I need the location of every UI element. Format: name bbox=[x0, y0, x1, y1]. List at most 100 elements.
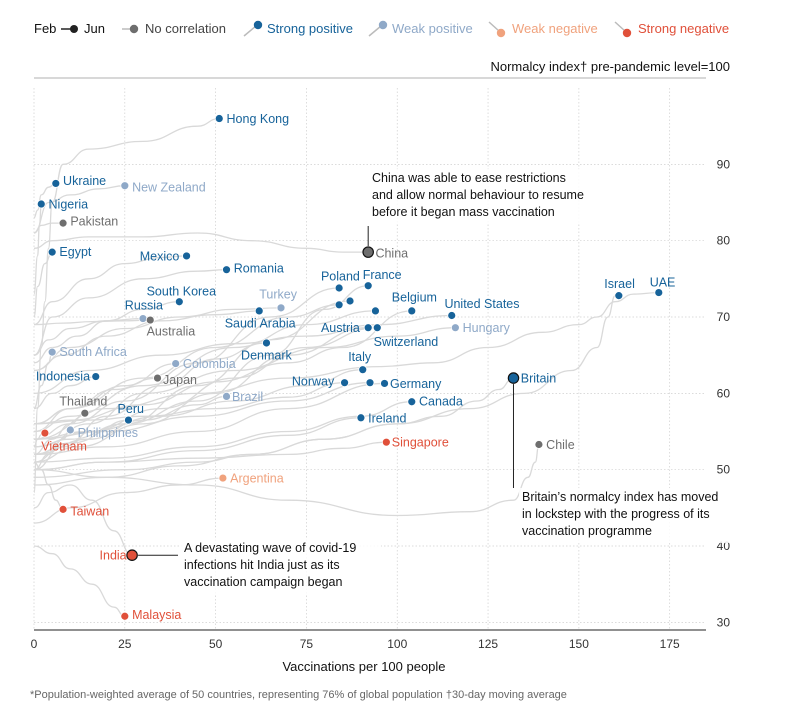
label-brazil: Brazil bbox=[232, 390, 263, 404]
x-tick-label: 0 bbox=[31, 637, 38, 651]
label-india: India bbox=[100, 549, 127, 563]
annotation-line: Britain’s normalcy index has moved bbox=[522, 490, 718, 504]
country-trail bbox=[33, 429, 71, 471]
legend-swatch-line bbox=[488, 21, 500, 32]
y-tick-label: 30 bbox=[717, 615, 731, 629]
point-ukraine bbox=[51, 179, 61, 188]
annotation-line: China was able to ease restrictions bbox=[372, 171, 566, 185]
label-new-zealand: New Zealand bbox=[132, 181, 206, 195]
point-singapore bbox=[381, 437, 391, 447]
country-trail bbox=[33, 285, 369, 448]
annotation-line: vaccination campaign began bbox=[184, 575, 342, 589]
chart-title: Normalcy index† pre-pandemic level=100 bbox=[490, 59, 730, 74]
country-trail bbox=[33, 255, 187, 326]
point-chile bbox=[534, 440, 544, 449]
label-chile: Chile bbox=[546, 438, 575, 452]
country-trail bbox=[33, 327, 456, 456]
legend-item-label: Weak positive bbox=[392, 21, 473, 36]
legend-swatch-dot bbox=[622, 28, 632, 38]
legend-jun-label: Jun bbox=[84, 21, 105, 36]
y-tick-label: 50 bbox=[717, 463, 731, 477]
label-peru: Peru bbox=[118, 402, 144, 416]
country-trail bbox=[33, 310, 376, 433]
country-trail bbox=[33, 377, 158, 425]
point-britain bbox=[507, 372, 520, 384]
point-germany bbox=[365, 378, 375, 388]
point-turkey bbox=[276, 303, 286, 313]
point-argentina bbox=[218, 473, 228, 483]
point-russia bbox=[138, 314, 148, 323]
label-hong-kong: Hong Kong bbox=[227, 112, 290, 126]
label-mexico: Mexico bbox=[140, 249, 180, 263]
point-pakistan bbox=[58, 218, 68, 228]
x-axis-label: Vaccinations per 100 people bbox=[282, 659, 445, 674]
y-tick-label: 80 bbox=[717, 234, 731, 248]
point-india bbox=[126, 549, 138, 561]
country-trail bbox=[33, 182, 56, 219]
point-poland bbox=[334, 283, 344, 293]
point-hungary bbox=[450, 323, 460, 333]
x-tick-label: 100 bbox=[387, 637, 407, 651]
country-trail bbox=[33, 222, 64, 234]
country-trail bbox=[33, 441, 387, 471]
country-trail bbox=[33, 461, 64, 511]
label-france: France bbox=[363, 268, 402, 282]
point-malaysia bbox=[120, 611, 130, 621]
annotation-line: infections hit India just as its bbox=[184, 558, 340, 572]
label-colombia: Colombia bbox=[183, 357, 236, 371]
label-norway: Norway bbox=[292, 375, 335, 389]
points bbox=[36, 114, 664, 621]
label-china: China bbox=[375, 246, 408, 260]
label-south-africa: South Africa bbox=[59, 345, 126, 359]
label-ukraine: Ukraine bbox=[63, 174, 106, 188]
point-egypt bbox=[47, 247, 57, 257]
label-belgium: Belgium bbox=[392, 291, 437, 305]
label-denmark: Denmark bbox=[241, 349, 292, 363]
label-ireland: Ireland bbox=[368, 411, 406, 425]
label-uae: UAE bbox=[650, 275, 676, 289]
x-tick-label: 25 bbox=[118, 637, 132, 651]
label-israel: Israel bbox=[604, 277, 635, 291]
point-peru bbox=[124, 415, 133, 425]
label-australia: Australia bbox=[147, 324, 196, 338]
label-malaysia: Malaysia bbox=[132, 608, 181, 622]
annotation-line: before it began mass vaccination bbox=[372, 205, 555, 219]
point-france bbox=[363, 281, 373, 291]
point-mexico bbox=[182, 251, 191, 261]
label-italy: Italy bbox=[348, 350, 372, 364]
point-australia bbox=[145, 315, 155, 325]
point-poland bbox=[334, 300, 344, 310]
y-tick-label: 60 bbox=[717, 386, 731, 400]
legend-swatch-dot bbox=[378, 20, 388, 30]
country-trail bbox=[33, 232, 369, 253]
legend-swatch-dot bbox=[253, 20, 263, 30]
label-germany: Germany bbox=[390, 377, 442, 391]
point-romania bbox=[222, 265, 231, 275]
country-trail bbox=[33, 294, 616, 478]
country-trail bbox=[33, 251, 53, 318]
country-trail bbox=[33, 375, 96, 410]
country-trail bbox=[33, 545, 125, 617]
label-taiwan: Taiwan bbox=[70, 504, 109, 518]
country-trail bbox=[33, 484, 133, 556]
label-poland: Poland bbox=[321, 269, 360, 283]
point-thailand bbox=[80, 408, 90, 418]
country-trail bbox=[33, 443, 540, 517]
label-austria: Austria bbox=[321, 321, 360, 335]
point-colombia bbox=[171, 359, 181, 368]
x-tick-label: 175 bbox=[660, 637, 680, 651]
point-japan bbox=[153, 373, 162, 383]
annotation-line: in lockstep with the progress of its bbox=[522, 507, 710, 521]
label-russia: Russia bbox=[125, 298, 163, 312]
country-trail bbox=[33, 269, 227, 356]
country-trail bbox=[33, 395, 227, 456]
legend-swatch-line bbox=[368, 25, 382, 37]
legend-item-label: Strong positive bbox=[267, 21, 353, 36]
point-nigeria bbox=[36, 199, 46, 209]
legend-item-label: Strong negative bbox=[638, 21, 729, 36]
trails bbox=[33, 117, 659, 617]
country-trail bbox=[33, 319, 151, 326]
point-switzerland bbox=[372, 323, 382, 333]
x-tick-label: 125 bbox=[478, 637, 498, 651]
